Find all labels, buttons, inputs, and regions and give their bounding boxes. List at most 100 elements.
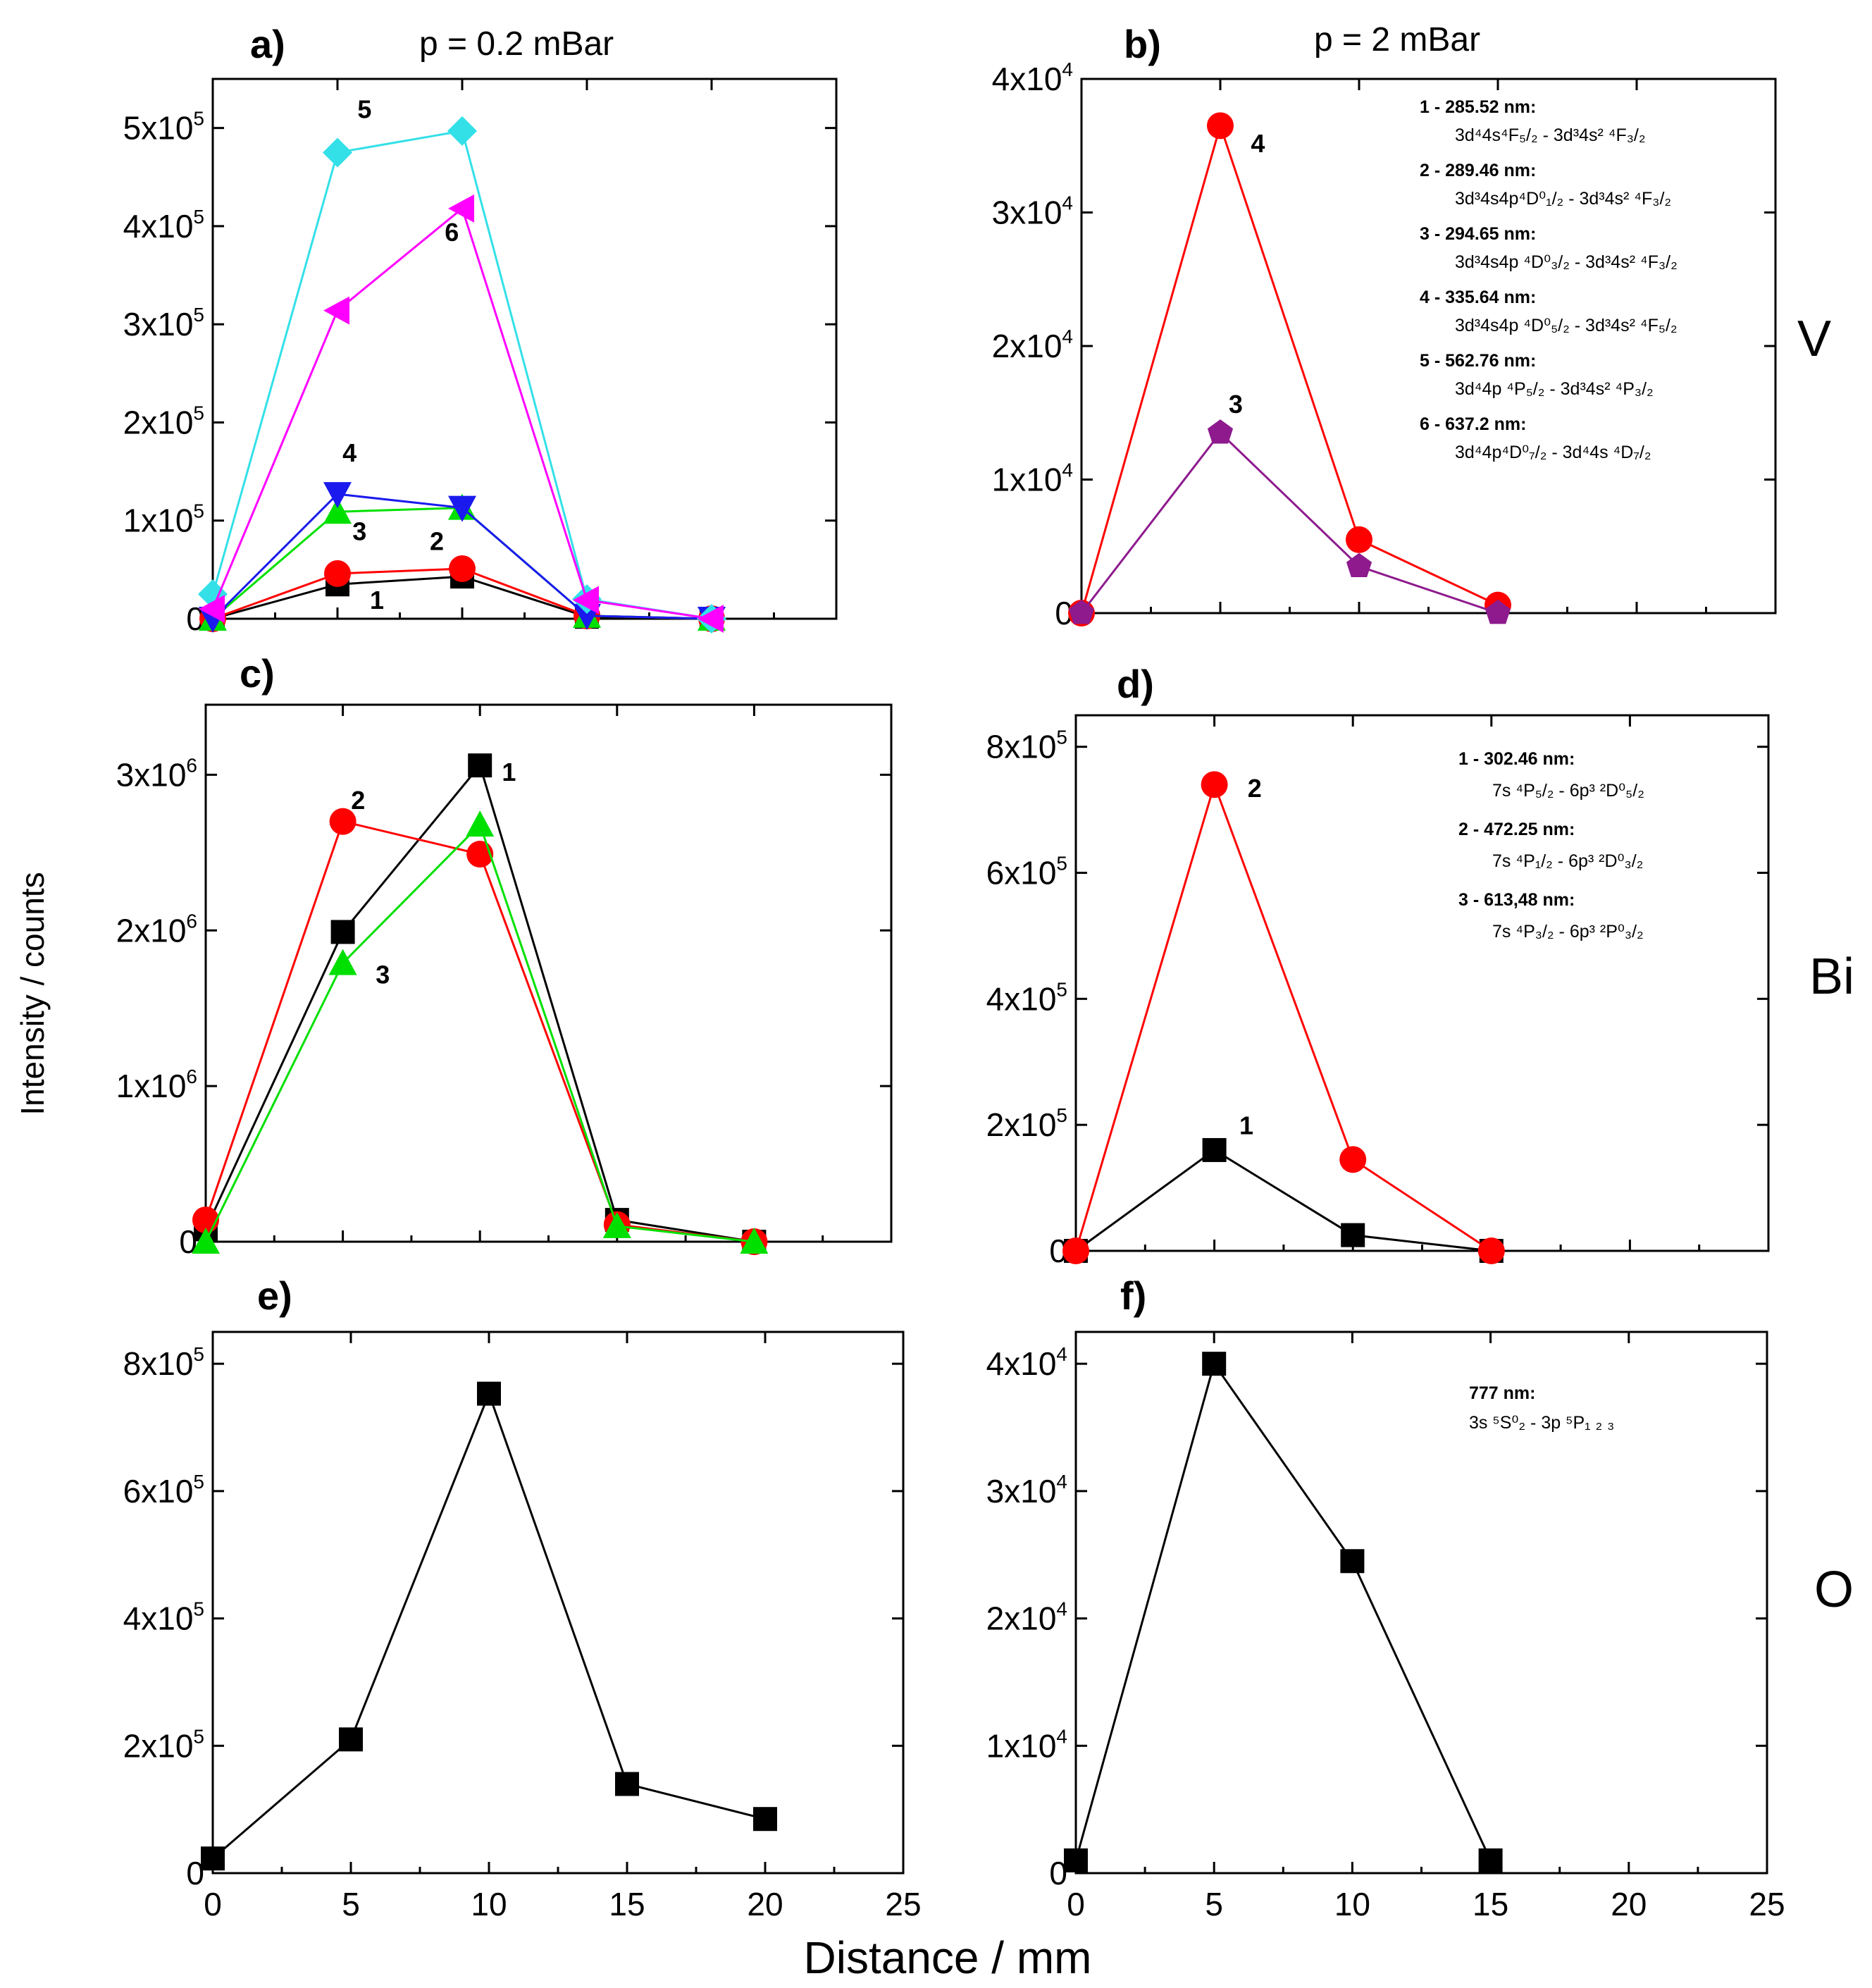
series-6: 6 (199, 194, 724, 633)
series-number-label: 2 (1248, 774, 1262, 803)
series-line (204, 763, 755, 1243)
series-line (1080, 122, 1499, 614)
data-point (698, 605, 724, 633)
series-number-label: 1 (1239, 1111, 1253, 1140)
pressure-label-high: p = 2 mBar (1314, 21, 1480, 58)
series-number-label: 3 (1229, 390, 1243, 419)
series-line (204, 820, 755, 1243)
panel-letter: a) (250, 22, 285, 66)
y-tick-label: 4x104 (992, 58, 1073, 97)
series-number-label: 3 (352, 517, 366, 546)
panel-letter: d) (1117, 662, 1154, 706)
y-tick-label: 4x105 (986, 978, 1067, 1017)
y-tick-label: 2x105 (123, 402, 204, 440)
panel-letter: c) (240, 651, 275, 696)
legend-transition: 3d⁴4p ⁴P₅/₂ - 3d³4s² ⁴P₃/₂ (1455, 379, 1654, 399)
series-2: 2 (1062, 771, 1505, 1264)
legend-line-head: 1 - 302.46 nm: (1458, 749, 1575, 769)
data-point (1207, 419, 1234, 444)
y-tick-label: 4x105 (123, 1598, 204, 1637)
y-tick-label: 3x104 (992, 192, 1073, 231)
data-point (753, 1807, 777, 1832)
x-tick-label: 5 (1205, 1886, 1223, 1922)
series-2: 2 (192, 786, 768, 1255)
x-tick-label: 0 (204, 1886, 222, 1922)
data-point (468, 753, 492, 778)
element-label-bi: Bi (1809, 949, 1854, 1005)
series-line (204, 822, 755, 1243)
legend-transition: 7s ⁴P₃/₂ - 6p³ ²P⁰₃/₂ (1492, 922, 1644, 941)
y-tick-label: 4x104 (986, 1343, 1067, 1382)
legend-transition: 7s ⁴P₁/₂ - 6p³ ²D⁰₃/₂ (1492, 851, 1643, 871)
data-point (1068, 600, 1095, 624)
data-point (477, 1381, 501, 1406)
series-3: 3 (1068, 390, 1511, 624)
data-point (1484, 600, 1511, 624)
data-point (1202, 1352, 1227, 1376)
data-point (1346, 552, 1372, 578)
data-point (466, 841, 494, 868)
data-point (199, 595, 225, 624)
y-tick-label: 2x105 (986, 1104, 1067, 1143)
data-point (1339, 1146, 1367, 1173)
y-tick-label: 1x106 (116, 1066, 197, 1104)
axes-frame (1074, 1331, 1768, 1875)
series-line (1075, 1149, 1492, 1252)
legend-line-head: 2 - 472.25 nm: (1458, 820, 1575, 839)
data-point (1202, 1137, 1227, 1162)
data-point (449, 555, 476, 582)
y-axis-title: Intensity / counts (14, 872, 51, 1115)
y-tick-label: 3x104 (986, 1471, 1067, 1509)
y-tick-label: 2x105 (123, 1725, 204, 1764)
x-tick-label: 15 (609, 1886, 645, 1922)
transition-legend: 1 - 285.52 nm: 3d⁴4s⁴F₅/₂ - 3d³4s² ⁴F₃/₂ 2… (1420, 97, 1678, 462)
series-line (1080, 431, 1499, 615)
legend-transition: 3d³4s4p ⁴D⁰₅/₂ - 3d³4s² ⁴F₅/₂ (1455, 316, 1678, 335)
data-point (328, 949, 357, 975)
series-number-label: 2 (351, 786, 365, 815)
data-point (323, 482, 352, 509)
axes-frame (204, 703, 893, 1243)
legend-line-head: 1 - 285.52 nm: (1420, 97, 1536, 117)
data-point (740, 1228, 769, 1254)
legend-transition: 3s ⁵S⁰₂ - 3p ⁵P₁ ₂ ₃ (1469, 1413, 1614, 1433)
data-point (1201, 771, 1228, 798)
x-tick-label: 25 (1749, 1886, 1785, 1922)
axes-frame (211, 1331, 905, 1875)
y-tick-label: 1x105 (123, 500, 204, 539)
y-tick-label: 2x106 (116, 910, 197, 949)
axes-frame (1080, 78, 1777, 615)
data-point (323, 296, 349, 325)
element-label-o: O (1814, 1562, 1854, 1618)
y-tick-label: 6x105 (986, 853, 1067, 891)
x-tick-label: 10 (471, 1886, 507, 1922)
series-4: 4 (199, 438, 726, 633)
data-point (323, 137, 352, 168)
y-tick-label: 8x105 (123, 1343, 204, 1382)
x-tick-label: 15 (1473, 1886, 1508, 1922)
axes-frame (1074, 714, 1770, 1252)
legend-transition: 3d⁴4p⁴D⁰₇/₂ - 3d⁴4s ⁴D₇/₂ (1455, 443, 1651, 462)
y-tick-label: 2x104 (986, 1598, 1067, 1637)
series-line (212, 1390, 766, 1860)
data-point (1477, 1237, 1505, 1264)
transition-legend: 777 nm: 3s ⁵S⁰₂ - 3p ⁵P₁ ₂ ₃ (1469, 1383, 1614, 1433)
x-tick-label: 10 (1334, 1886, 1370, 1922)
y-tick-label: 8x105 (986, 727, 1067, 765)
legend-transition: 3d³4s4p⁴D⁰₁/₂ - 3d³4s² ⁴F₃/₂ (1455, 189, 1671, 209)
data-point (192, 1228, 220, 1254)
data-point (1346, 526, 1372, 553)
series-number-label: 4 (342, 438, 357, 467)
panel-letter: e) (257, 1273, 292, 1318)
series-3: 3 (192, 810, 769, 1254)
series-1: 1 (1064, 1111, 1504, 1263)
series-line (1074, 781, 1492, 1252)
legend-line-head: 5 - 562.76 nm: (1420, 351, 1536, 371)
series-5: 5 (198, 95, 726, 634)
data-point (448, 194, 474, 223)
series-number-label: 2 (430, 527, 444, 556)
y-tick-label: 3x106 (116, 754, 197, 793)
